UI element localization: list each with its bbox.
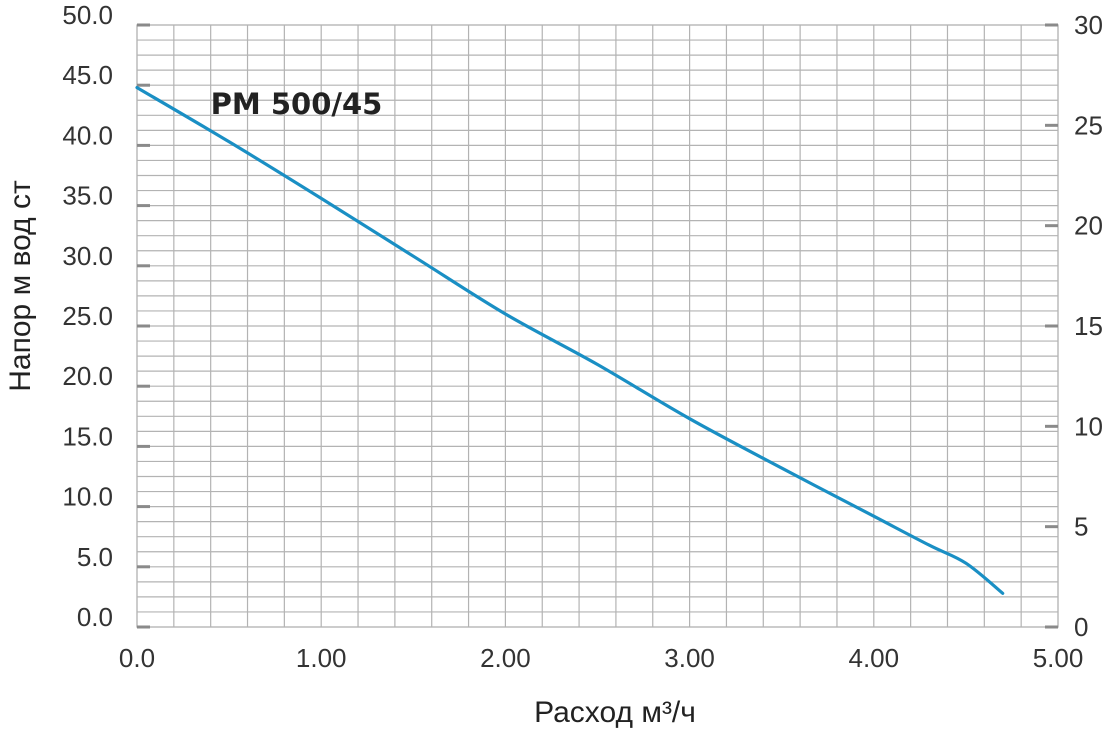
y-axis-left-tick-label: 0.0 [77, 602, 113, 632]
y-axis-right-tick-label: 25 [1074, 110, 1103, 140]
x-axis-tick-label: 2.00 [480, 643, 531, 673]
y-axis-left-tick-label: 40.0 [62, 120, 113, 150]
y-axis-left-tick-label: 30.0 [62, 241, 113, 271]
y-axis-left-tick-label: 5.0 [77, 542, 113, 572]
y-axis-right-tick-label: 0 [1074, 612, 1088, 642]
x-axis-tick-label: 0.0 [119, 643, 155, 673]
x-axis-tick-label: 3.00 [664, 643, 715, 673]
y-axis-left-tick-label: 25.0 [62, 301, 113, 331]
y-axis-right-tick-label: 10 [1074, 411, 1103, 441]
y-axis-right-tick-label: 15 [1074, 311, 1103, 341]
series-layer: PM 500/45 [135, 86, 1005, 595]
series-line [135, 86, 1005, 595]
x-axis-ticks: 0.0 1.00 2.00 3.00 4.00 5.00 [119, 643, 1083, 673]
series-label: PM 500/45 [211, 87, 383, 121]
y-axis-left-tick-label: 35.0 [62, 181, 113, 211]
y-axis-left-tick-label: 10.0 [62, 482, 113, 512]
y-axis-right-tick-label: 5 [1074, 512, 1088, 542]
y-axis-left-tick-label: 15.0 [62, 421, 113, 451]
x-axis-tick-label: 1.00 [296, 643, 347, 673]
grid [136, 24, 1059, 628]
y-axis-left-ticks: 0.0 5.0 10.0 15.0 20.0 25.0 30.0 35.0 40.0 45.0 50… [62, 0, 150, 632]
y-axis-right-tick-label: 20 [1074, 211, 1103, 241]
x-axis-tick-label: 4.00 [848, 643, 899, 673]
y-axis-left-tick-label: 50.0 [62, 0, 113, 30]
x-axis-tick-label: 5.00 [1033, 643, 1084, 673]
y-axis-right-ticks: 0 5 10 15 20 25 30 [1045, 10, 1103, 642]
y-axis-left-tick-label: 20.0 [62, 361, 113, 391]
x-axis-title: Расход м³/ч [534, 696, 696, 729]
y-axis-title: Напор м вод ст [4, 180, 37, 392]
y-axis-right-tick-label: 30 [1074, 10, 1103, 40]
y-axis-left-tick-label: 45.0 [62, 60, 113, 90]
